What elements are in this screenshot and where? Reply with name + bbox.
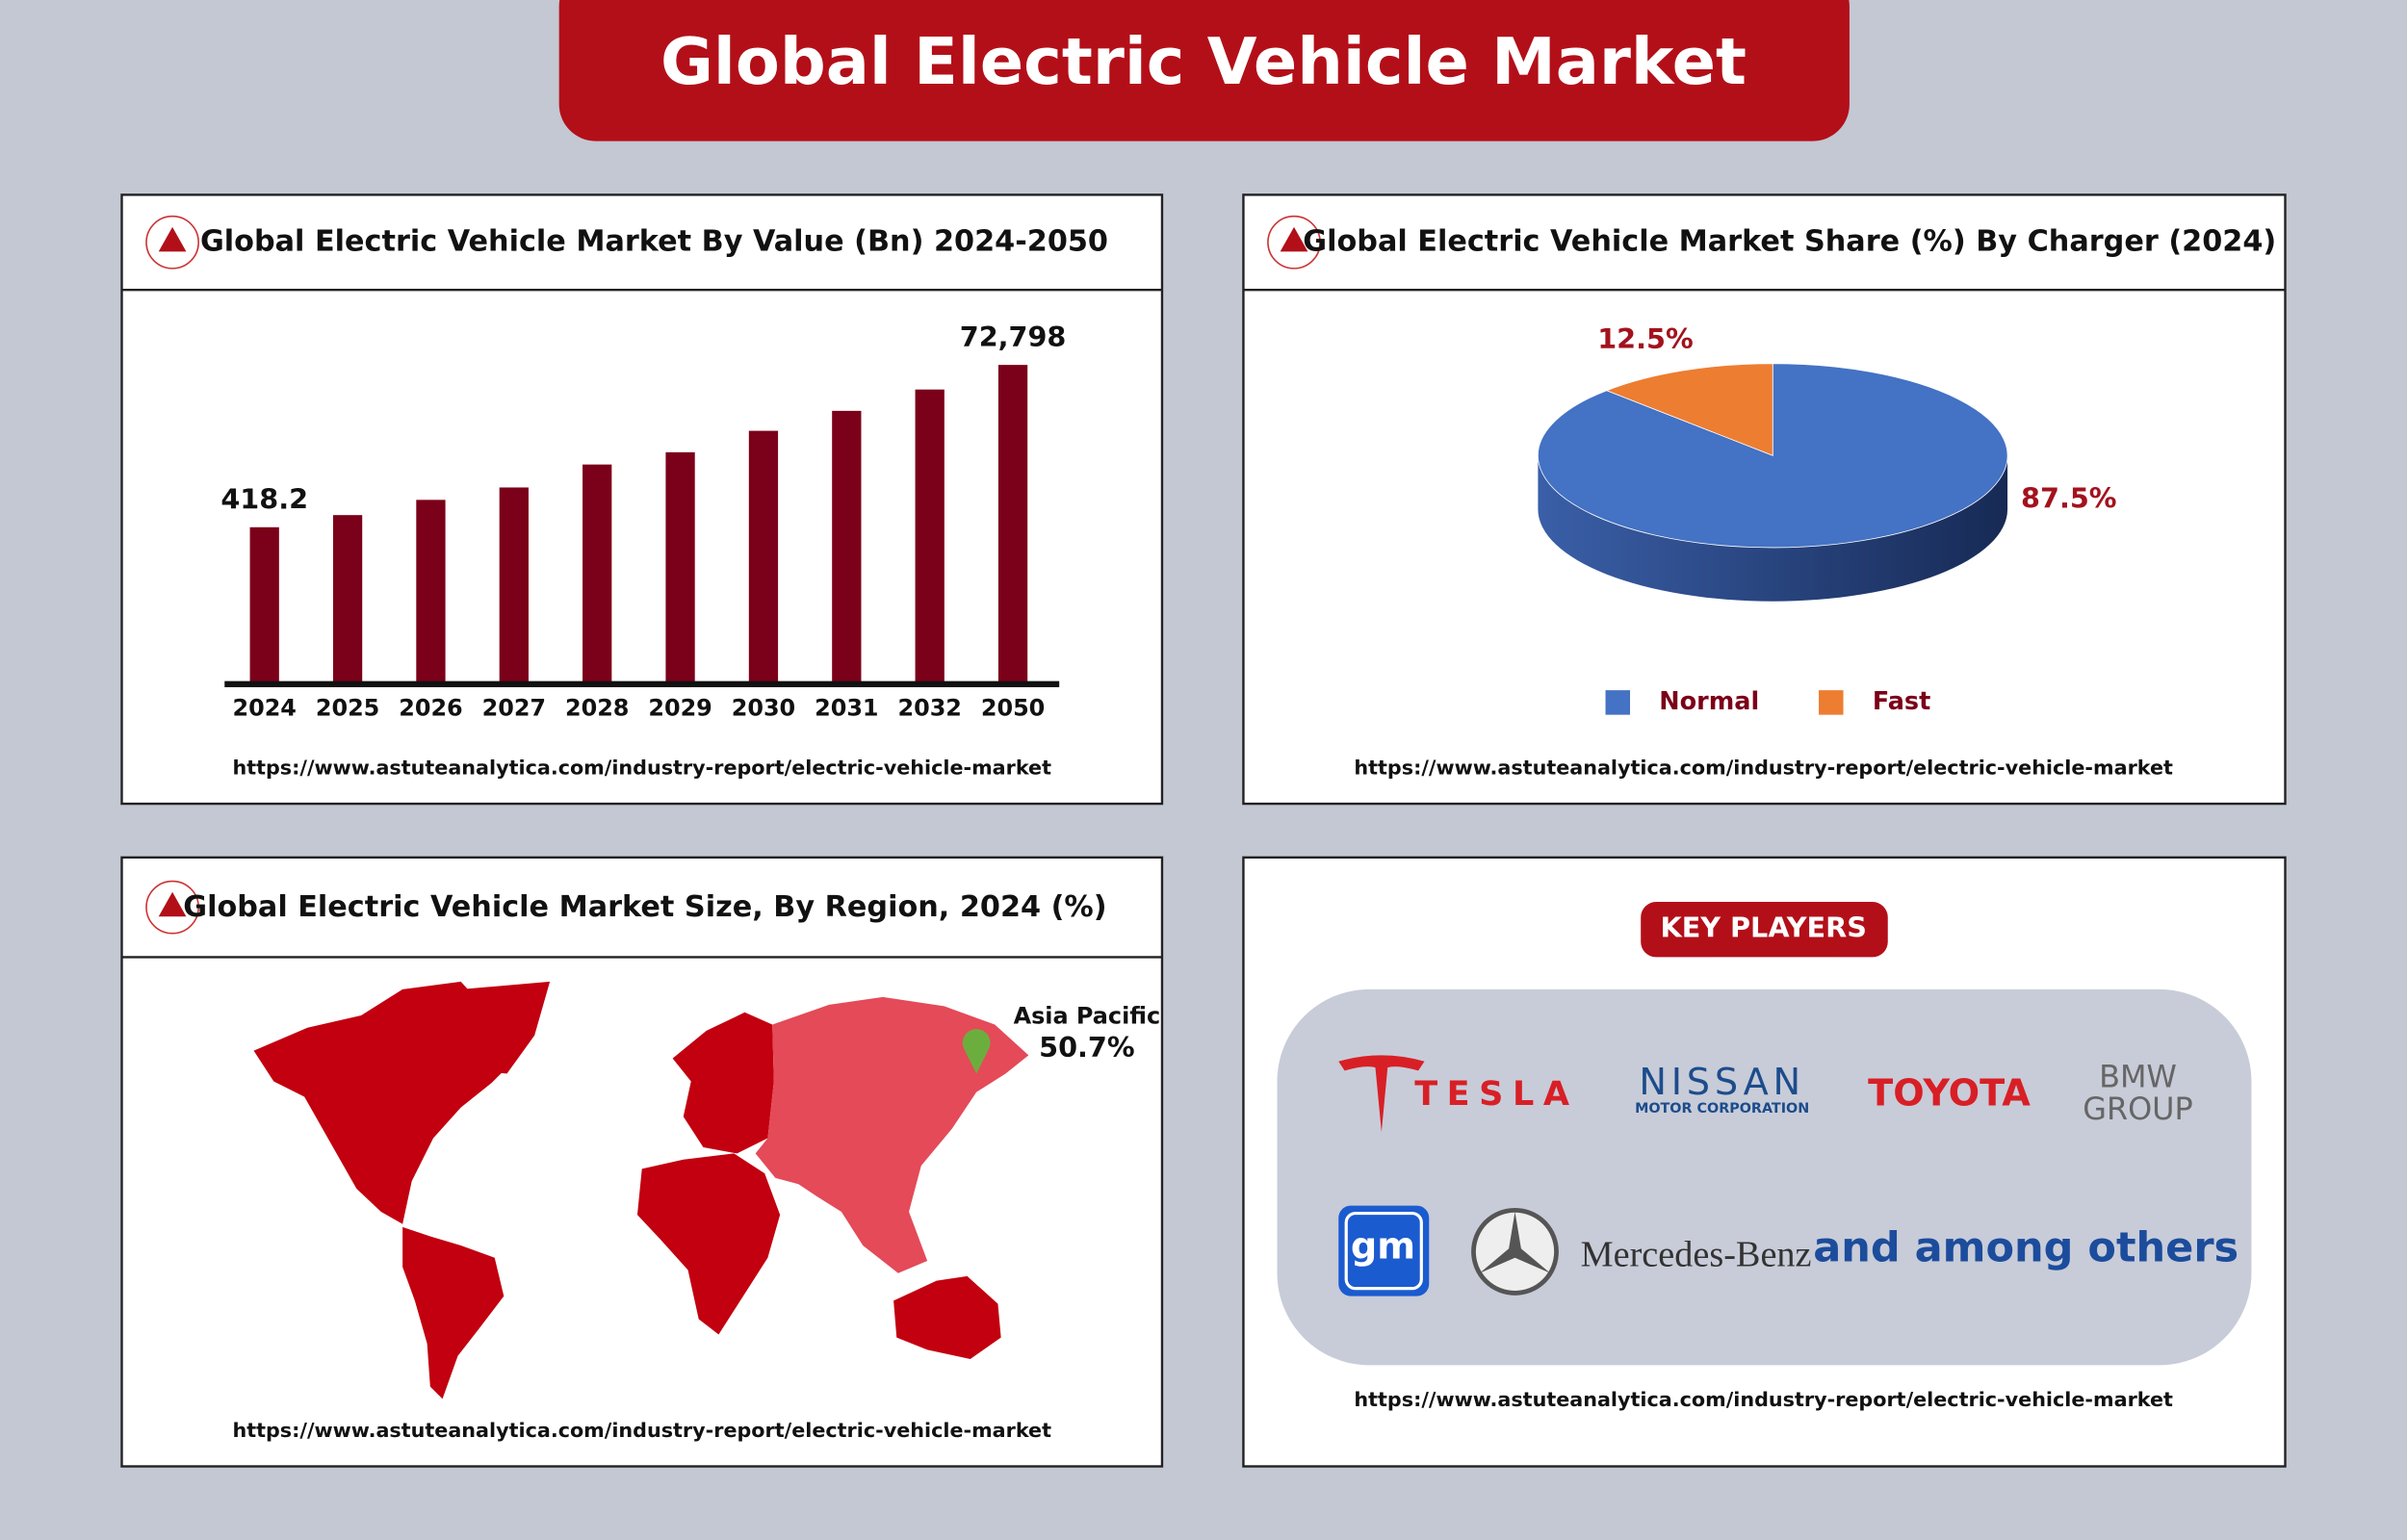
bar (332, 515, 363, 683)
source-url: https://www.astuteanalytica.com/industry… (1354, 756, 2173, 779)
value-label: 87.5% (2021, 482, 2116, 515)
continent (402, 1226, 505, 1399)
pie-slice (1605, 363, 1773, 456)
bar (997, 365, 1028, 683)
legend-label: Normal (1659, 687, 1759, 716)
legend-swatch (1605, 690, 1631, 715)
region-label: Asia Pacific (1014, 1003, 1161, 1030)
x-tick-label: 2026 (399, 694, 463, 721)
logo-nissan-sub: MOTOR CORPORATION (1635, 1101, 1809, 1116)
continent (636, 1153, 781, 1335)
continent (460, 981, 551, 1074)
panel (120, 856, 1164, 1468)
region (755, 996, 1029, 1273)
x-tick-label: 2050 (981, 694, 1045, 721)
bar (665, 451, 695, 683)
value-label: 12.5% (1597, 322, 1693, 355)
logo-mercedes: Mercedes-Benz (1581, 1235, 1812, 1275)
bar (416, 500, 446, 683)
logo-bmw: BMW (2099, 1058, 2177, 1094)
bar (832, 410, 862, 683)
value-label: 418.2 (220, 483, 308, 516)
source-url: https://www.astuteanalytica.com/industry… (232, 756, 1051, 779)
value-label: 50.7% (1039, 1031, 1134, 1064)
pie-side (1538, 455, 2008, 602)
logo-area (1277, 988, 2252, 1366)
bar (582, 464, 612, 683)
key-players-pill (1641, 902, 1888, 958)
key-players-title: KEY PLAYERS (1660, 911, 1866, 944)
x-tick-label: 2031 (815, 694, 879, 721)
legend-swatch (1819, 690, 1844, 715)
x-tick-label: 2029 (648, 694, 712, 721)
value-label: 72,798 (960, 321, 1067, 353)
gm-badge (1338, 1205, 1430, 1296)
logo-others: and among others (1813, 1223, 2239, 1271)
x-tick-label: 2024 (232, 694, 296, 721)
continent (893, 1275, 1001, 1359)
bar (915, 389, 945, 683)
location-pin (962, 1029, 991, 1074)
x-tick-label: 2032 (897, 694, 962, 721)
brand-icon-mark (1280, 226, 1308, 252)
logo-group: GROUP (2083, 1091, 2192, 1127)
header-banner (558, 0, 1850, 141)
page-title: Global Electric Vehicle Market (660, 24, 1747, 99)
bar (499, 487, 529, 683)
chart-title: Global Electric Vehicle Market Share (%)… (1303, 224, 2276, 258)
chart-title: Global Electric Vehicle Market Size, By … (183, 890, 1106, 924)
gm-badge-border (1344, 1211, 1423, 1291)
logo-tesla: TESLA (1414, 1074, 1578, 1114)
mercedes-star (1479, 1211, 1551, 1273)
panel (120, 193, 1164, 806)
logo-toyota: TOYOTA (1868, 1072, 2031, 1115)
brand-icon-mark (158, 226, 187, 252)
brand-icon-mark (158, 891, 187, 917)
logo-gm: gm (1351, 1226, 1415, 1269)
x-tick-label: 2030 (732, 694, 796, 721)
continent (672, 1012, 774, 1154)
continent (253, 981, 517, 1224)
x-tick-label: 2025 (316, 694, 380, 721)
pie-slice (1538, 363, 2008, 549)
chart-title: Global Electric Vehicle Market By Value … (200, 224, 1108, 258)
source-url: https://www.astuteanalytica.com/industry… (1354, 1388, 2173, 1411)
source-url: https://www.astuteanalytica.com/industry… (232, 1419, 1051, 1442)
x-tick-label: 2027 (482, 694, 547, 721)
bar (748, 430, 779, 683)
legend-label: Fast (1873, 687, 1930, 716)
logo-nissan: NISSAN (1639, 1062, 1805, 1104)
bar (249, 526, 279, 683)
x-tick-label: 2028 (565, 694, 630, 721)
tesla-emblem (1338, 1055, 1425, 1133)
